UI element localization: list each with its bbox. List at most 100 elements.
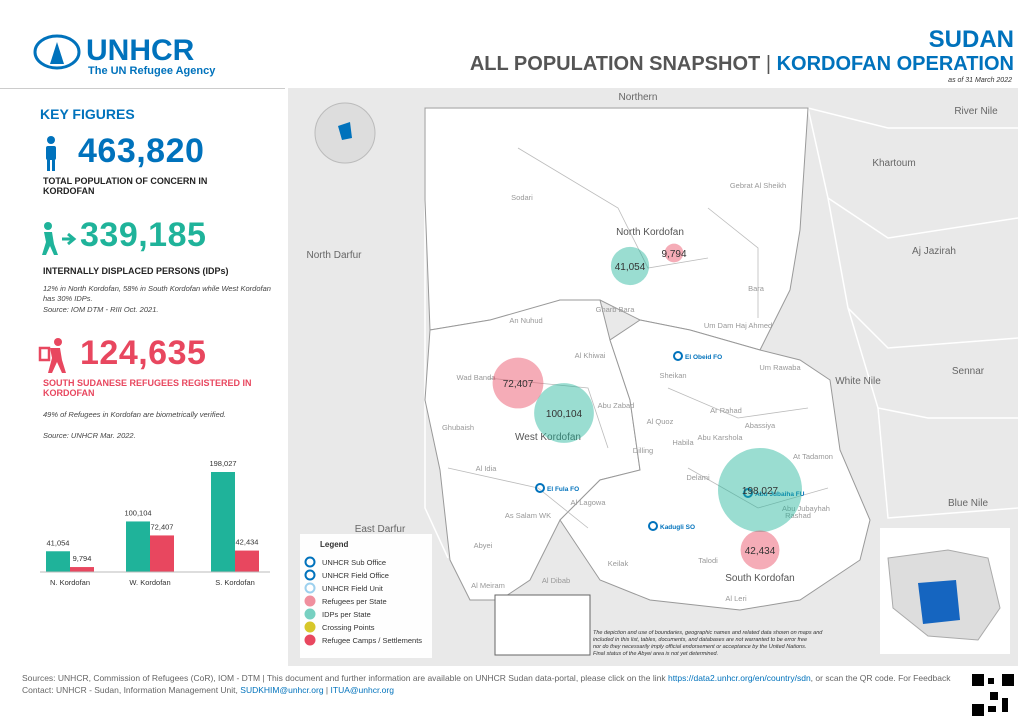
state-label: West Kordofan: [515, 432, 581, 443]
legend-label: IDPs per State: [322, 610, 371, 619]
globe-highlight: [338, 122, 352, 140]
office-label: El Obeid FO: [685, 354, 722, 361]
locality-label: Al Quoz: [647, 417, 674, 426]
date: as of 31 March 2022: [948, 77, 1012, 84]
region-label: Blue Nile: [948, 498, 988, 509]
value-label: 41,054: [47, 538, 70, 547]
south-kordofan-area: [559, 319, 871, 611]
state-label: South Kordofan: [725, 573, 795, 584]
title: ALL POPULATION SNAPSHOT: [469, 53, 761, 75]
idp-icon: [42, 222, 77, 255]
legend-label: Crossing Points: [322, 623, 375, 632]
kf-value: 124,635: [80, 334, 207, 372]
legend-label: UNHCR Sub Office: [322, 558, 386, 567]
bar: [46, 551, 70, 572]
bubble: [492, 357, 544, 409]
locality-label: Ar Rahad: [710, 406, 742, 415]
locality-label: Delami: [686, 473, 710, 482]
locality-label: Al Idia: [476, 464, 498, 473]
org-tagline: The UN Refugee Agency: [88, 65, 216, 77]
locality-label: Abyei: [474, 541, 493, 550]
country: SUDAN: [928, 26, 1014, 53]
x-tick-label: N. Kordofan: [50, 578, 90, 587]
legend-label: UNHCR Field Unit: [322, 584, 384, 593]
locality-label: Sheikan: [659, 371, 686, 380]
divider: [0, 88, 285, 89]
separator: |: [765, 53, 772, 75]
bubble-label: 9,794: [661, 249, 686, 260]
legend-label: UNHCR Field Office: [322, 571, 389, 580]
kf-value: 463,820: [78, 132, 205, 170]
locality-label: At Tadamon: [793, 452, 833, 461]
kf-label: INTERNALLY DISPLACED PERSONS (IDPs): [43, 266, 229, 276]
locality-label: Abu Zabad: [598, 401, 635, 410]
legend-symbol: [304, 634, 316, 646]
locality-label: Al Khiwai: [575, 351, 606, 360]
value-label: 100,104: [124, 508, 151, 517]
unhcr-logo: [33, 34, 81, 70]
bar: [70, 567, 94, 572]
locality-label: Keilak: [608, 559, 629, 568]
email-link[interactable]: ITUA@unhcr.org: [330, 685, 394, 695]
locality-label: Abu Jubayhah: [782, 504, 830, 513]
legend-label: Refugees per State: [322, 597, 387, 606]
bubble-label: 72,407: [503, 379, 534, 390]
footer: Sources: UNHCR, Commission of Refugees (…: [22, 672, 972, 696]
email-link[interactable]: SUDKHIM@unhcr.org: [240, 685, 324, 695]
locality-label: Al Leri: [725, 594, 747, 603]
legend-title: Legend: [320, 540, 349, 549]
legend-symbol: [304, 556, 316, 568]
office-marker: [535, 483, 545, 493]
legend-label: Refugee Camps / Settlements: [322, 636, 422, 645]
region-label: River Nile: [954, 106, 998, 117]
locality-label: Gebrat Al Sheikh: [730, 181, 786, 190]
x-tick-label: S. Kordofan: [215, 578, 255, 587]
locality-label: Sodari: [511, 193, 533, 202]
office-marker: [743, 488, 753, 498]
region-label: White Nile: [835, 376, 881, 387]
locality-label: Habila: [672, 438, 694, 447]
bar: [126, 521, 150, 572]
portal-link[interactable]: https://data2.unhcr.org/en/country/sdn: [667, 673, 811, 683]
office-marker: [648, 521, 658, 531]
locality-label: Um Rawaba: [759, 363, 801, 372]
region-label: Khartoum: [872, 158, 915, 169]
bubble: [610, 246, 650, 286]
bar: [235, 550, 259, 572]
bubble-label: 100,104: [546, 409, 583, 420]
kf-label: SOUTH SUDANESE REFUGEES REGISTERED IN KO…: [43, 378, 252, 398]
value-label: 198,027: [209, 459, 236, 468]
region-label: Northern: [619, 92, 658, 103]
footer-sep: |: [325, 685, 329, 695]
org-name: UNHCR: [86, 34, 195, 67]
locality-label: Bara: [748, 284, 765, 293]
kf-source: Source: IOM DTM - RIII Oct. 2021.: [43, 305, 159, 314]
bubble: [718, 448, 802, 532]
locality-label: Al Meiram: [471, 581, 505, 590]
kf-note: 12% in North Kordofan, 58% in South Kord…: [43, 284, 271, 303]
footer-text: , or scan the QR code. For Feedback Cont…: [22, 673, 951, 695]
footer-text: Sources: UNHCR, Commission of Refugees (…: [22, 673, 666, 683]
x-tick-label: W. Kordofan: [129, 578, 170, 587]
qr-code: [970, 672, 1016, 718]
legend-symbol: [304, 621, 316, 633]
bubble-label: 42,434: [745, 546, 776, 557]
locality-label: Rashad: [785, 511, 811, 520]
legend-symbol: [304, 582, 316, 594]
legend-symbol: [304, 608, 316, 620]
locality-label: Wad Banda: [457, 373, 497, 382]
office-label: El Fula FO: [547, 486, 579, 493]
locality-label: Ghubaish: [442, 423, 474, 432]
office-label: Abu Jubaiha FU: [755, 491, 805, 498]
bubble-label: 41,054: [615, 262, 646, 273]
kf-value: 339,185: [80, 216, 207, 254]
bar: [150, 535, 174, 572]
office-marker: [673, 351, 683, 361]
bubble: [740, 530, 780, 570]
locality-label: Al Dibab: [542, 576, 570, 585]
locality-label: An Nuhud: [509, 316, 542, 325]
inset-kordofan: [918, 580, 960, 624]
locality-label: Talodi: [698, 556, 718, 565]
map: The depiction and use of boundaries, geo…: [288, 88, 1018, 666]
